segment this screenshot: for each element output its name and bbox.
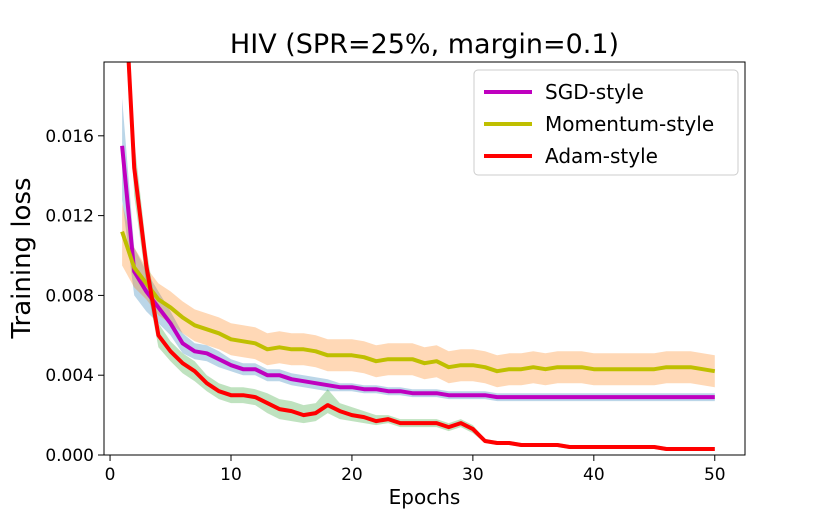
legend-label-sgd-style: SGD-style [545, 80, 644, 104]
x-tick-label: 40 [583, 465, 605, 485]
sgd-style-line [120, 145, 715, 400]
momentum-style-band [122, 203, 715, 388]
legend-label-adam-style: Adam-style [545, 144, 658, 168]
y-axis-label: Training loss [7, 177, 37, 339]
y-tick-label: 0.008 [45, 286, 94, 306]
y-tick-label: 0.016 [45, 127, 94, 147]
y-tick-label: 0.000 [45, 446, 94, 466]
x-tick-label: 10 [220, 465, 242, 485]
x-tick-label: 20 [341, 465, 363, 485]
plot-frame [103, 61, 746, 456]
x-tick-label: 30 [462, 465, 484, 485]
adam-style-line [126, 62, 715, 451]
y-axis-ticks: 0.000 0.004 0.008 0.012 0.016 [45, 127, 104, 466]
y-tick-label: 0.004 [45, 366, 94, 386]
confidence-bands [122, 62, 715, 451]
x-axis-label: Epochs [389, 485, 461, 509]
momentum-style-line [120, 230, 716, 374]
series-lines [120, 62, 716, 451]
legend: SGD-style Momentum-style Adam-style [473, 69, 739, 176]
legend-frame [473, 69, 739, 176]
x-axis-ticks: 0 10 20 30 40 50 [105, 455, 726, 485]
legend-label-momentum-style: Momentum-style [545, 112, 714, 136]
x-tick-label: 0 [105, 465, 116, 485]
x-tick-label: 50 [704, 465, 726, 485]
y-tick-label: 0.012 [45, 207, 94, 227]
chart-title: HIV (SPR=25%, margin=0.1) [230, 29, 619, 60]
